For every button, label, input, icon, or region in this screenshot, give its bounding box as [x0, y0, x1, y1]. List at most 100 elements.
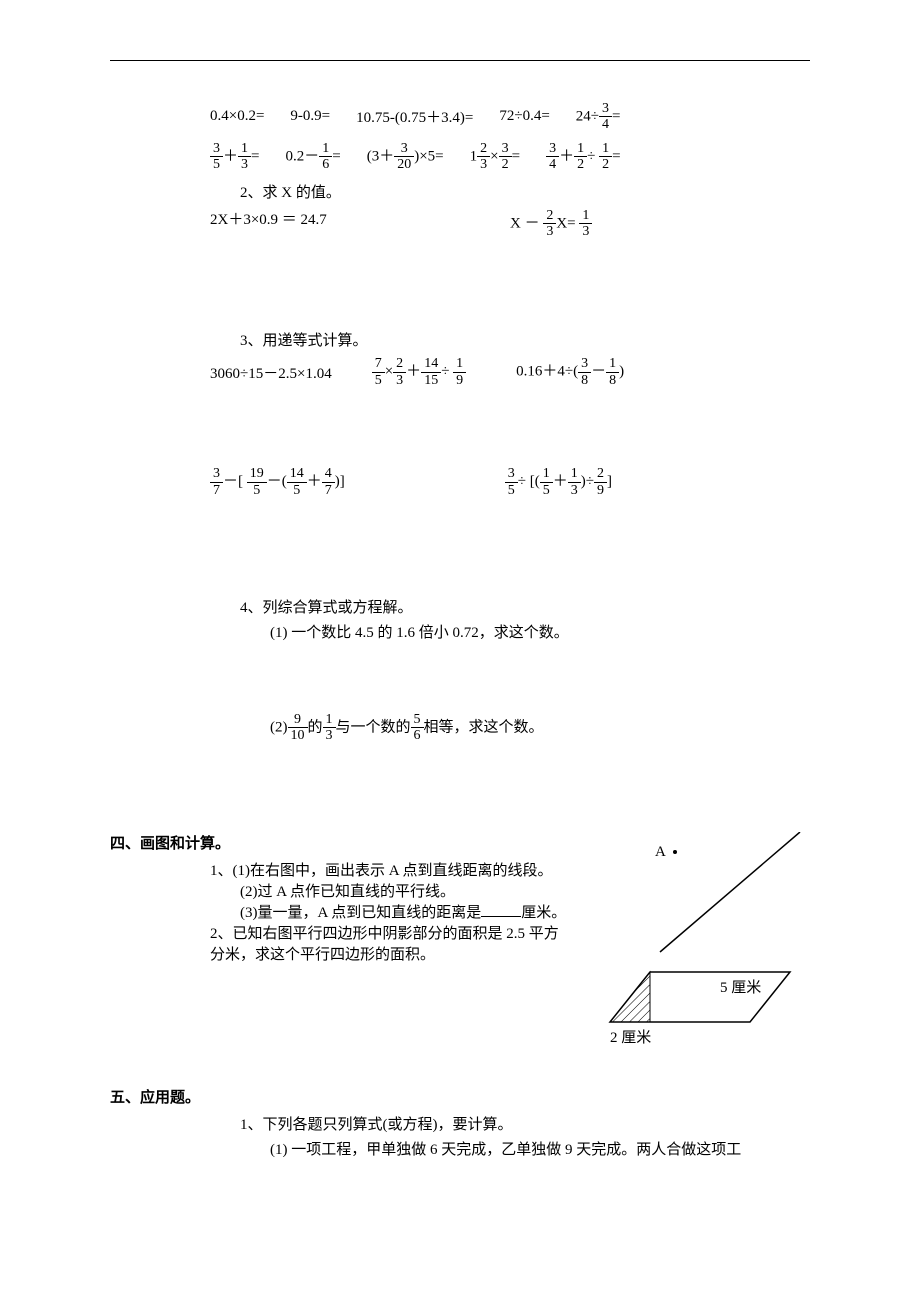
den: 3: [568, 483, 581, 498]
expr: 37－[ 195－(145＋47)]: [210, 466, 345, 498]
q4-p1: (1) 一个数比 4.5 的 1.6 倍小 0.72，求这个数。: [270, 621, 810, 642]
q2-right: X － 23X= 13: [510, 208, 592, 240]
text: )]: [335, 473, 345, 489]
op: －[: [223, 473, 247, 489]
expr: 0.16＋4÷(38－18): [516, 356, 624, 388]
den: 5: [247, 483, 267, 498]
num: 1: [319, 141, 332, 157]
op: ÷ [(: [518, 473, 540, 489]
eq: =: [251, 148, 259, 164]
den: 7: [322, 483, 335, 498]
q2-left: 2X＋3×0.9 ＝ 24.7: [210, 208, 510, 240]
den: 4: [546, 157, 559, 172]
text: ): [619, 364, 624, 380]
section-4-block: A 5 厘米 2 厘米 四、画图和计算。 1、(1)在右图中，画出表示 A 点到…: [110, 832, 810, 1052]
q3-row-2: 37－[ 195－(145＋47)] 35÷ [(15＋13)÷29]: [210, 466, 810, 498]
text: (3＋: [367, 148, 395, 164]
num: 1: [568, 466, 581, 482]
expr: 72÷0.4=: [499, 108, 549, 125]
den: 2: [499, 157, 512, 172]
text: 24÷: [576, 108, 599, 124]
den: 3: [477, 157, 490, 172]
blank-fill[interactable]: [481, 901, 521, 917]
expr: 0.2－16=: [285, 141, 340, 173]
eq: =: [512, 148, 520, 164]
text: (3)量一量，A 点到已知直线的距离是: [240, 905, 481, 921]
num: 5: [411, 712, 424, 728]
text: )×5=: [414, 148, 443, 164]
text: 的: [308, 719, 323, 735]
diagram-svg: A 5 厘米 2 厘米: [590, 832, 810, 1052]
num: 9: [288, 712, 308, 728]
q3-row-1: 3060÷15－2.5×1.04 75×23＋1415÷ 19 0.16＋4÷(…: [210, 356, 810, 388]
num: 3: [499, 141, 512, 157]
expr: 35÷ [(15＋13)÷29]: [505, 466, 612, 498]
q2-equations: 2X＋3×0.9 ＝ 24.7 X － 23X= 13: [210, 208, 810, 240]
text: X=: [556, 215, 579, 231]
bottom-side-label: 2 厘米: [610, 1029, 651, 1046]
num: 14: [421, 356, 441, 372]
op: ＋: [553, 473, 568, 489]
expr: 35＋13=: [210, 141, 259, 173]
num: 3: [210, 466, 223, 482]
den: 20: [394, 157, 414, 172]
num: 3: [578, 356, 591, 372]
den: 4: [599, 117, 612, 132]
den: 3: [579, 224, 592, 239]
den: 6: [411, 728, 424, 743]
num: 3: [210, 141, 223, 157]
num: 1: [579, 208, 592, 224]
num: 4: [322, 466, 335, 482]
top-side-label: 5 厘米: [720, 979, 761, 996]
den: 2: [574, 157, 587, 172]
num: 1: [540, 466, 553, 482]
section-5-heading: 五、应用题。: [110, 1086, 810, 1107]
calc-row-1: 0.4×0.2= 9-0.9= 10.75-(0.75＋3.4)= 72÷0.4…: [210, 101, 810, 133]
num: 7: [372, 356, 385, 372]
den: 5: [287, 483, 307, 498]
eq: =: [612, 148, 620, 164]
den: 3: [323, 728, 336, 743]
op: )÷: [581, 473, 594, 489]
den: 5: [505, 483, 518, 498]
op: ＋: [559, 148, 574, 164]
a-label: A: [655, 844, 666, 860]
op: －: [591, 364, 606, 380]
text: 厘米。: [521, 905, 566, 921]
eq: =: [332, 148, 340, 164]
den: 7: [210, 483, 223, 498]
expr: 75×23＋1415÷ 19: [372, 356, 466, 388]
num: 2: [393, 356, 406, 372]
num: 1: [599, 141, 612, 157]
expr: (3＋320)×5=: [367, 141, 444, 173]
num: 2: [594, 466, 607, 482]
den: 10: [288, 728, 308, 743]
text: 相等，求这个数。: [424, 719, 544, 735]
num: 1: [606, 356, 619, 372]
expr: 24÷34=: [576, 101, 621, 133]
calc-row-2: 35＋13= 0.2－16= (3＋320)×5= 123×32= 34＋12÷…: [210, 141, 810, 173]
num: 14: [287, 466, 307, 482]
den: 3: [393, 373, 406, 388]
op: ＋: [406, 364, 421, 380]
text: ]: [607, 473, 612, 489]
op: ＋: [307, 473, 322, 489]
num: 3: [599, 101, 612, 117]
den: 5: [540, 483, 553, 498]
expr: 0.4×0.2=: [210, 108, 264, 125]
den: 8: [578, 373, 591, 388]
op: ＋: [223, 148, 238, 164]
sec5-l2: (1) 一项工程，甲单独做 6 天完成，乙单独做 9 天完成。两人合做这项工: [270, 1138, 810, 1159]
expr: 34＋12÷ 12=: [546, 141, 620, 173]
text: (2): [270, 719, 288, 735]
top-rule: [110, 60, 810, 61]
expr: 9-0.9=: [290, 108, 330, 125]
num: 2: [543, 208, 556, 224]
op: ×: [490, 148, 498, 164]
expr: 10.75-(0.75＋3.4)=: [356, 106, 473, 127]
op: ÷: [441, 364, 453, 380]
text: =: [612, 108, 620, 124]
q4-p2: (2)910的13与一个数的56相等，求这个数。: [270, 712, 810, 744]
text: 0.2－: [285, 148, 319, 164]
num: 3: [394, 141, 414, 157]
